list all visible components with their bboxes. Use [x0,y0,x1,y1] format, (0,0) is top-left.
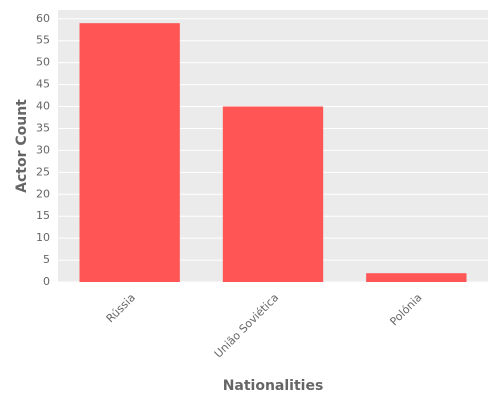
bar [222,106,324,282]
y-tick-label: 35 [36,121,50,134]
x-tick-label: Rússia [104,291,138,325]
x-tick-label: Polónia [387,291,424,328]
bar [79,23,180,283]
x-axis-title: Nationalities [223,378,324,394]
y-tick-label: 20 [36,187,50,200]
y-tick-label: 30 [36,143,50,156]
y-tick-label: 60 [36,12,50,25]
y-tick-label: 0 [43,275,50,288]
y-tick-label: 25 [36,165,50,178]
y-tick-label: 40 [36,100,50,113]
y-axis-title: Actor Count [14,99,30,193]
y-tick-label: 45 [36,78,50,91]
y-tick-label: 15 [36,209,50,222]
x-tick-label: União Soviética [212,291,281,360]
bar [366,273,467,282]
y-tick-label: 50 [36,56,50,69]
y-tick-label: 55 [36,34,50,47]
y-tick-label: 10 [36,231,50,244]
y-tick-label: 5 [43,253,50,266]
